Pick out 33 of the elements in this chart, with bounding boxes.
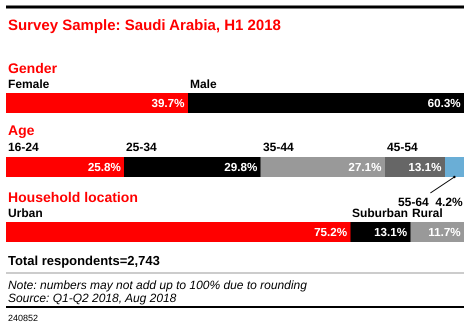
series-label: Female [8, 77, 50, 91]
category-label: Age [8, 122, 34, 138]
data-label: 25.8% [88, 160, 122, 174]
text: 240852 [8, 313, 38, 323]
series-label: Male [190, 77, 218, 91]
series-label: 16-24 [8, 140, 40, 154]
bar [6, 157, 124, 177]
series-label: Suburban [352, 206, 408, 220]
series-label: 25-34 [126, 140, 158, 154]
bar [260, 157, 385, 177]
series-label: 45-54 [387, 140, 418, 154]
data-label: 4.2% [435, 195, 464, 209]
data-label: 13.1% [374, 226, 408, 239]
data-label: 27.1% [348, 160, 382, 174]
bar [444, 157, 464, 177]
source-note: Source: Q1-Q2 2018, Aug 2018 [8, 291, 177, 305]
chart-title: Survey Sample: Saudi Arabia, H1 2018 [8, 17, 281, 34]
text: Note: numbers may not add up to 100% due to rounding [8, 278, 308, 292]
category-label: Gender [8, 60, 58, 76]
category-label: Household location [8, 189, 138, 205]
data-label: 13.1% [408, 160, 442, 174]
text: 55-64 [398, 195, 430, 209]
data-label: 11.7% [428, 226, 462, 239]
data-label: 60.3% [428, 96, 462, 110]
data-label: 39.7% [151, 96, 186, 110]
bar [384, 157, 445, 177]
series-label: Rural [412, 206, 443, 220]
text: Total respondents=2,743 [8, 253, 160, 268]
data-label: 29.8% [224, 160, 258, 174]
series-label: Urban [8, 206, 43, 220]
data-label: 75.2% [314, 226, 348, 239]
bar [124, 157, 261, 177]
series-label: 35-44 [263, 140, 294, 154]
